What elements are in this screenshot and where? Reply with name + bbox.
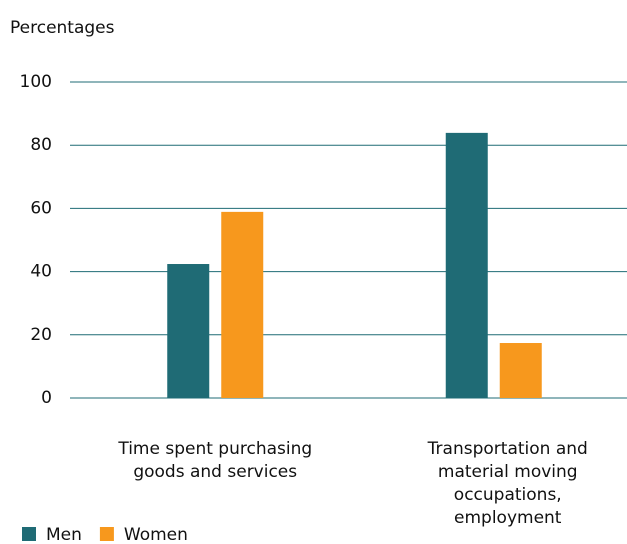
legend-swatch xyxy=(99,527,114,541)
bar xyxy=(499,343,542,398)
y-tick-label: 20 xyxy=(30,325,52,345)
y-tick-label: 60 xyxy=(30,198,52,218)
y-tick-label: 0 xyxy=(41,388,52,408)
x-tick-label: Time spent purchasing goods and services xyxy=(118,439,313,482)
legend-label: Women xyxy=(124,525,188,544)
bar xyxy=(445,132,488,398)
y-tick-label: 80 xyxy=(30,135,52,155)
legend-label: Men xyxy=(46,525,82,544)
bar xyxy=(221,211,264,398)
legend-swatch xyxy=(22,527,36,541)
y-tick-label: 100 xyxy=(20,72,52,92)
bar xyxy=(167,264,210,398)
y-axis-title: Percentages xyxy=(10,18,115,38)
x-tick-label: Transportation and material moving occup… xyxy=(427,439,588,528)
y-tick-label: 40 xyxy=(30,262,52,282)
